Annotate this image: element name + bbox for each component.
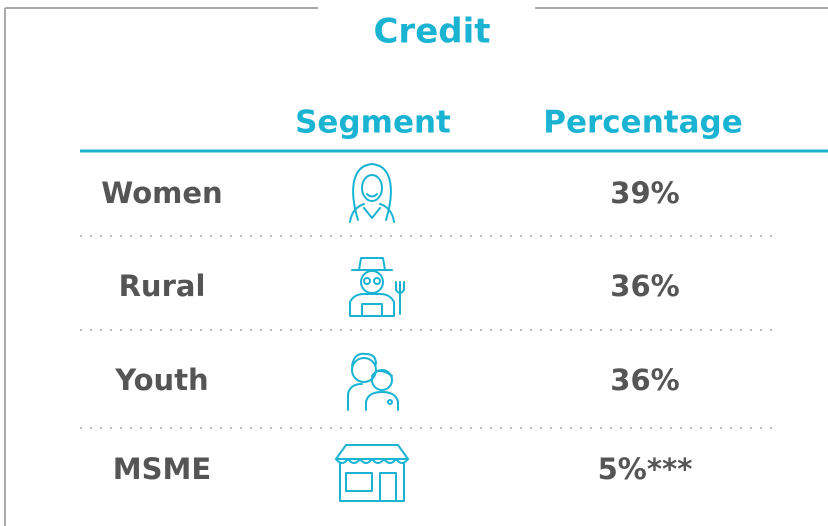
segment-label: Rural: [119, 269, 206, 303]
percentage: 36%: [610, 269, 679, 303]
column-header: Segment: [295, 105, 451, 141]
msme-icon: [335, 444, 409, 502]
youth-icon: [347, 352, 399, 411]
percentage: 36%: [610, 363, 679, 397]
segment-label: Women: [101, 176, 222, 210]
segment-label: MSME: [113, 452, 211, 486]
title: Credit: [373, 12, 490, 52]
percentage: 5%***: [598, 452, 693, 486]
column-header: Percentage: [543, 105, 742, 141]
women-icon: [349, 163, 395, 223]
row-dividers: [80, 235, 775, 429]
rural-icon: [349, 257, 405, 317]
segment-label: Youth: [114, 363, 208, 397]
percentage: 39%: [610, 176, 679, 210]
frame: [4, 7, 828, 526]
